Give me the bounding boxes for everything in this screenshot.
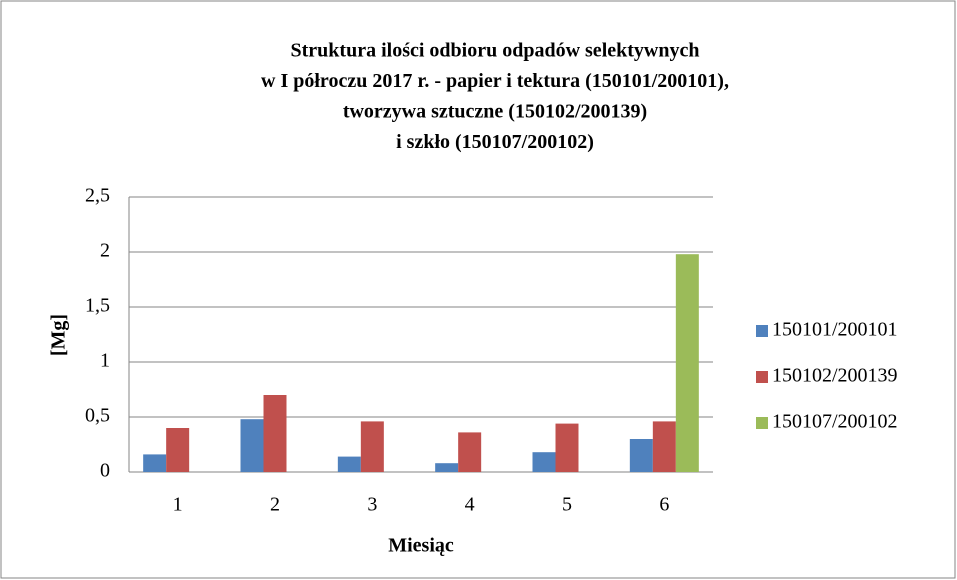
- bar: [240, 419, 264, 472]
- bar: [652, 421, 676, 472]
- bar: [143, 454, 167, 472]
- legend-label: 150107/200102: [772, 411, 898, 433]
- legend-swatch: [756, 371, 768, 383]
- chart-title: Struktura ilości odbioru odpadów selekty…: [291, 40, 700, 62]
- bar: [263, 395, 287, 472]
- y-tick-label: 1: [100, 350, 110, 372]
- bar: [532, 452, 556, 472]
- bar: [675, 254, 699, 472]
- x-tick-label: 4: [465, 494, 475, 516]
- x-tick-label: 6: [659, 494, 669, 516]
- bar: [166, 428, 190, 472]
- chart-title: tworzywa sztuczne (150102/200139): [343, 101, 647, 123]
- y-tick-label: 0,5: [85, 405, 110, 427]
- bar: [435, 463, 459, 472]
- bar: [458, 432, 482, 472]
- y-tick-label: 1,5: [85, 295, 110, 317]
- x-axis-label: Miesiąc: [388, 535, 454, 557]
- bar: [629, 439, 653, 472]
- legend-label: 150101/200101: [772, 319, 898, 341]
- y-tick-label: 2,5: [85, 185, 110, 207]
- chart-title: w I półroczu 2017 r. - papier i tektura …: [261, 70, 729, 92]
- y-tick-label: 2: [100, 240, 110, 262]
- legend-swatch: [756, 325, 768, 337]
- bar: [555, 423, 579, 472]
- y-tick-label: 0: [100, 460, 110, 482]
- x-tick-label: 5: [562, 494, 572, 516]
- bar: [360, 421, 384, 472]
- x-tick-label: 1: [173, 494, 183, 516]
- x-tick-label: 2: [270, 494, 280, 516]
- chart-title: i szkło (150107/200102): [396, 131, 594, 153]
- y-axis-label: [Mg]: [48, 314, 70, 356]
- bar: [337, 456, 361, 472]
- legend-swatch: [756, 417, 768, 429]
- x-tick-label: 3: [367, 494, 377, 516]
- legend-label: 150102/200139: [772, 365, 898, 387]
